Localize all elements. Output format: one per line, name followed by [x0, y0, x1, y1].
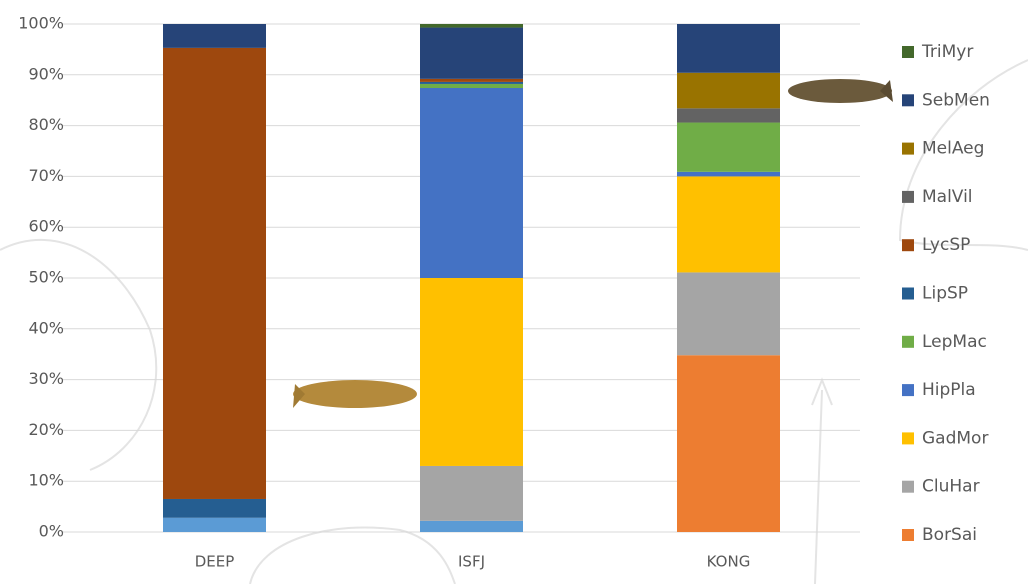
legend-label: CluHar	[922, 477, 980, 497]
legend-label: MalVil	[922, 187, 973, 207]
background-sketch	[0, 59, 1028, 585]
bar-segment	[420, 278, 523, 466]
bar-segment	[420, 465, 523, 521]
bar-segment	[677, 355, 780, 532]
legend-swatch	[902, 287, 914, 300]
bar-segment	[677, 171, 780, 177]
y-tick-label: 0%	[39, 522, 64, 541]
bar-segment	[420, 78, 523, 82]
legend-swatch	[902, 94, 914, 107]
plot-area: 0% 10% 20% 30% 40% 50% 60% 70% 80% 90% 100% DEEP ISF…	[18, 14, 990, 571]
bar-segment	[163, 47, 266, 499]
legend-label: TriMyr	[921, 42, 973, 62]
bar-segment	[420, 81, 523, 84]
x-tick-label: DEEP	[195, 553, 235, 571]
legend-label: SebMen	[922, 90, 990, 110]
bar-segment	[677, 24, 780, 73]
legend-swatch	[902, 384, 914, 397]
bar-segment	[163, 517, 266, 532]
y-tick-label: 70%	[28, 166, 64, 185]
y-tick-label: 50%	[28, 268, 64, 287]
legend-label: GadMor	[922, 428, 988, 448]
legend-swatch	[902, 190, 914, 203]
legend-label: LycSP	[922, 235, 970, 255]
y-tick-label: 10%	[28, 471, 64, 490]
y-tick-label: 60%	[28, 217, 64, 236]
legend-label: HipPla	[922, 380, 976, 400]
y-tick-label: 80%	[28, 115, 64, 134]
bar-segment	[677, 108, 780, 123]
bar-segment	[420, 27, 523, 79]
legend-swatch	[902, 529, 914, 541]
legend-swatch	[902, 46, 914, 58]
bar-segment	[677, 72, 780, 109]
legend-swatch	[902, 480, 914, 493]
y-tick-label: 100%	[18, 14, 64, 33]
bar-segment	[420, 520, 523, 532]
bar-segment	[163, 498, 266, 518]
bar-segment	[677, 272, 780, 356]
legend-swatch	[902, 142, 914, 155]
y-tick-label: 20%	[28, 420, 64, 439]
x-tick-label: KONG	[707, 553, 751, 571]
bar-segment	[420, 83, 523, 89]
y-tick-label: 90%	[28, 64, 64, 83]
bar-segment	[420, 24, 523, 28]
legend-label: MelAeg	[922, 139, 984, 159]
legend-label: BorSai	[922, 525, 977, 545]
legend-swatch	[902, 335, 914, 348]
legend-label: LepMac	[922, 332, 987, 352]
y-tick-label: 40%	[28, 318, 64, 337]
legend-swatch	[902, 239, 914, 252]
bar-segment	[420, 88, 523, 279]
x-tick-label: ISFJ	[458, 553, 485, 571]
fish-picture	[293, 79, 893, 408]
bar-segment	[163, 24, 266, 48]
bar-segment	[677, 176, 780, 273]
legend-label: LipSP	[922, 284, 968, 304]
bar-segment	[677, 122, 780, 172]
legend-swatch	[902, 432, 914, 445]
y-tick-label: 30%	[28, 369, 64, 388]
